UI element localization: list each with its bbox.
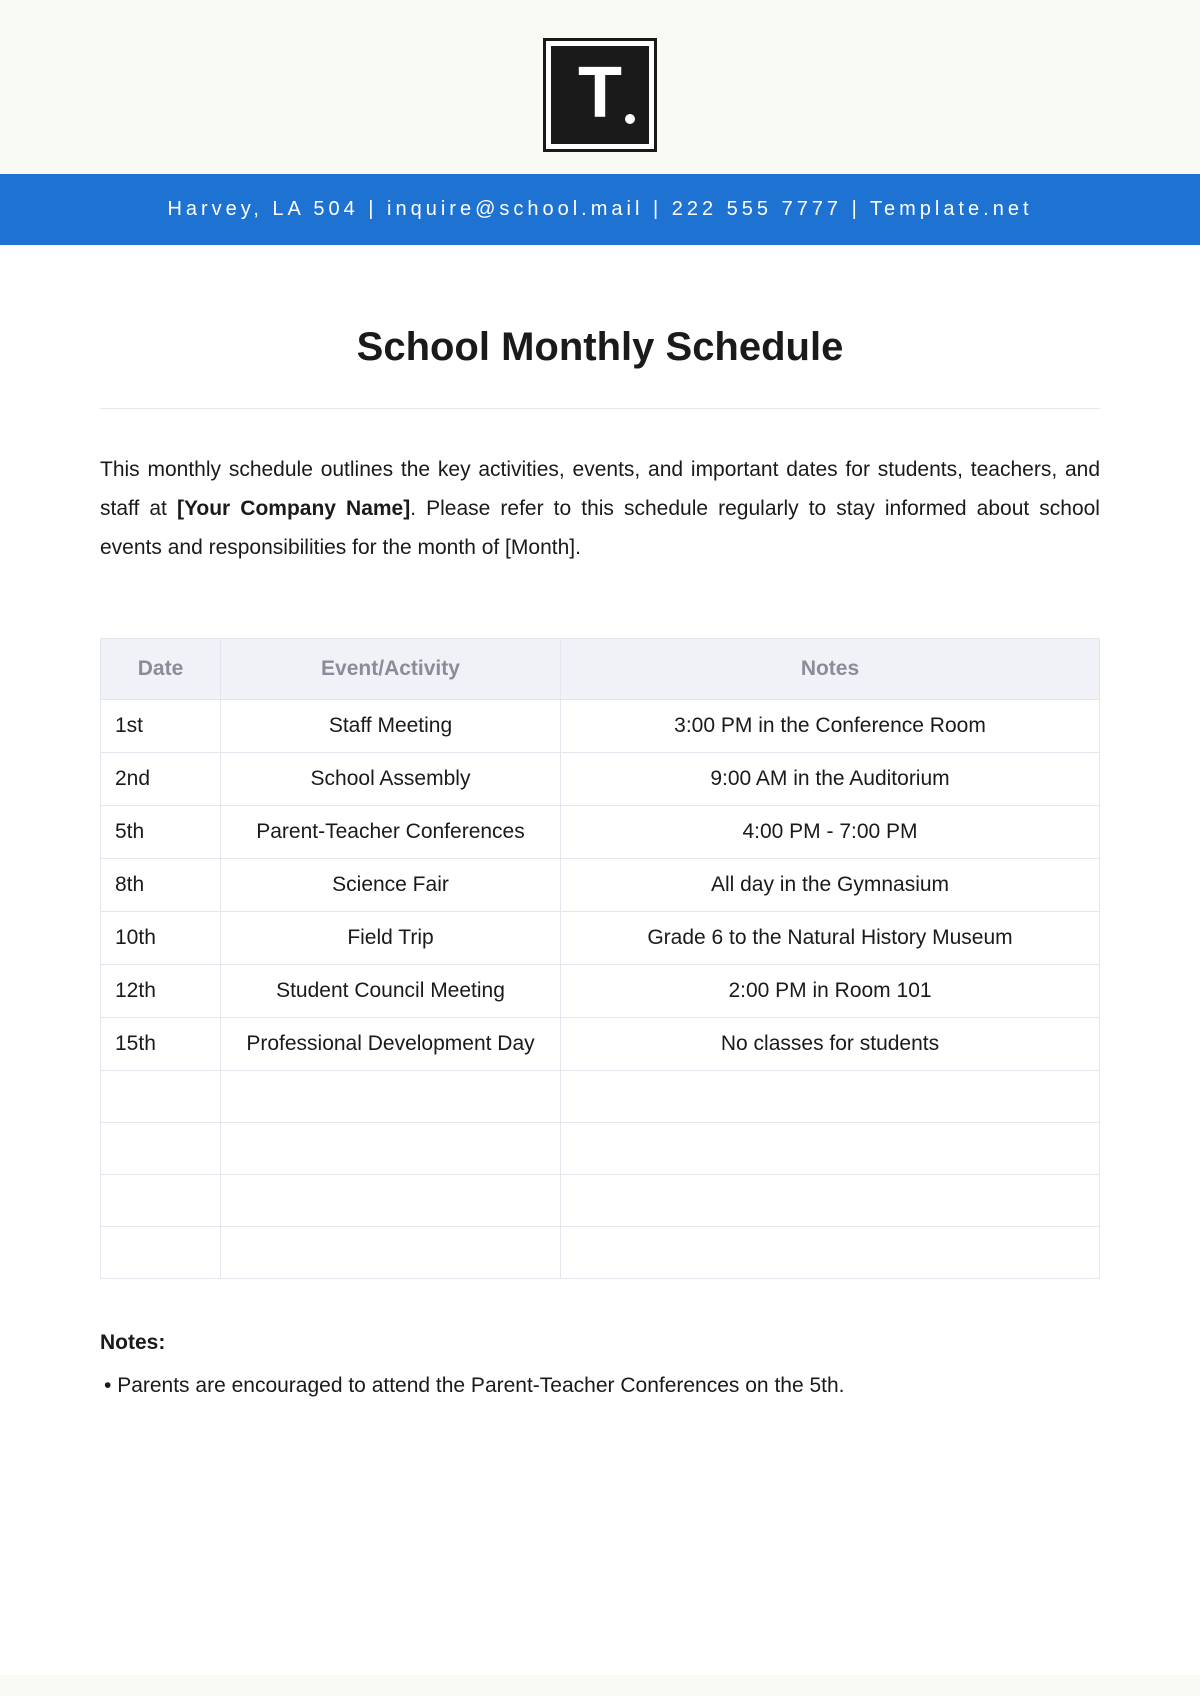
cell-notes: 2:00 PM in Room 101 xyxy=(561,964,1100,1017)
table-row xyxy=(101,1226,1100,1278)
logo-area: T xyxy=(0,0,1200,174)
cell-event xyxy=(221,1174,561,1226)
col-header-event: Event/Activity xyxy=(221,638,561,699)
cell-event: Student Council Meeting xyxy=(221,964,561,1017)
cell-date xyxy=(101,1174,221,1226)
table-row xyxy=(101,1122,1100,1174)
col-header-notes: Notes xyxy=(561,638,1100,699)
contact-header-text: Harvey, LA 504 | inquire@school.mail | 2… xyxy=(167,198,1032,220)
cell-event: Science Fair xyxy=(221,858,561,911)
cell-date: 12th xyxy=(101,964,221,1017)
cell-date: 5th xyxy=(101,805,221,858)
intro-company-placeholder: [Your Company Name] xyxy=(177,497,410,520)
cell-date: 1st xyxy=(101,699,221,752)
cell-event: Field Trip xyxy=(221,911,561,964)
table-row: 5thParent-Teacher Conferences4:00 PM - 7… xyxy=(101,805,1100,858)
cell-event xyxy=(221,1070,561,1122)
cell-date: 2nd xyxy=(101,752,221,805)
table-row: 15thProfessional Development DayNo class… xyxy=(101,1017,1100,1070)
document-content: School Monthly Schedule This monthly sch… xyxy=(0,245,1200,1675)
table-body: 1stStaff Meeting3:00 PM in the Conferenc… xyxy=(101,699,1100,1278)
notes-section: Notes: Parents are encouraged to attend … xyxy=(100,1331,1100,1403)
cell-notes: 9:00 AM in the Auditorium xyxy=(561,752,1100,805)
table-header-row: Date Event/Activity Notes xyxy=(101,638,1100,699)
cell-event xyxy=(221,1226,561,1278)
cell-notes: 3:00 PM in the Conference Room xyxy=(561,699,1100,752)
cell-date: 8th xyxy=(101,858,221,911)
notes-item: Parents are encouraged to attend the Par… xyxy=(100,1369,1100,1403)
table-row xyxy=(101,1070,1100,1122)
table-row: 12thStudent Council Meeting2:00 PM in Ro… xyxy=(101,964,1100,1017)
logo: T xyxy=(543,38,657,152)
logo-inner: T xyxy=(551,46,649,144)
cell-event: Professional Development Day xyxy=(221,1017,561,1070)
table-row: 10thField TripGrade 6 to the Natural His… xyxy=(101,911,1100,964)
cell-event: Parent-Teacher Conferences xyxy=(221,805,561,858)
cell-notes: All day in the Gymnasium xyxy=(561,858,1100,911)
logo-letter: T xyxy=(578,57,622,129)
table-row: 2ndSchool Assembly9:00 AM in the Auditor… xyxy=(101,752,1100,805)
cell-notes: Grade 6 to the Natural History Museum xyxy=(561,911,1100,964)
page-title: School Monthly Schedule xyxy=(100,325,1100,370)
table-row: 8thScience FairAll day in the Gymnasium xyxy=(101,858,1100,911)
table-row xyxy=(101,1174,1100,1226)
col-header-date: Date xyxy=(101,638,221,699)
schedule-table: Date Event/Activity Notes 1stStaff Meeti… xyxy=(100,638,1100,1279)
cell-event xyxy=(221,1122,561,1174)
cell-event: School Assembly xyxy=(221,752,561,805)
intro-paragraph: This monthly schedule outlines the key a… xyxy=(100,451,1100,568)
table-row: 1stStaff Meeting3:00 PM in the Conferenc… xyxy=(101,699,1100,752)
cell-date xyxy=(101,1070,221,1122)
title-divider xyxy=(100,408,1100,409)
cell-notes xyxy=(561,1122,1100,1174)
cell-notes xyxy=(561,1226,1100,1278)
cell-notes: No classes for students xyxy=(561,1017,1100,1070)
cell-notes xyxy=(561,1070,1100,1122)
contact-header-bar: Harvey, LA 504 | inquire@school.mail | 2… xyxy=(0,174,1200,245)
cell-notes xyxy=(561,1174,1100,1226)
cell-date xyxy=(101,1226,221,1278)
logo-dot-icon xyxy=(625,114,635,124)
cell-event: Staff Meeting xyxy=(221,699,561,752)
cell-date xyxy=(101,1122,221,1174)
notes-list: Parents are encouraged to attend the Par… xyxy=(100,1369,1100,1403)
cell-date: 15th xyxy=(101,1017,221,1070)
cell-notes: 4:00 PM - 7:00 PM xyxy=(561,805,1100,858)
cell-date: 10th xyxy=(101,911,221,964)
notes-heading: Notes: xyxy=(100,1331,1100,1355)
